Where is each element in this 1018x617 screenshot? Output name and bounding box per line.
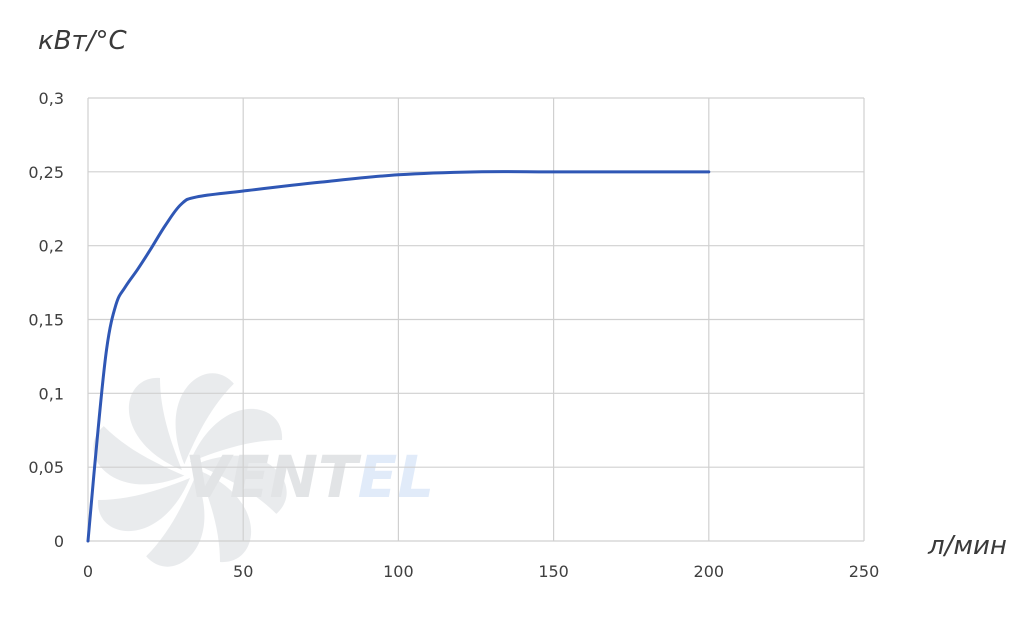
- x-tick-label: 250: [849, 562, 880, 581]
- watermark-text-accent: EL: [358, 443, 435, 511]
- x-axis-label: л/мин: [927, 531, 1007, 561]
- watermark-text-dark: VENT: [185, 443, 362, 511]
- y-axis-label: кВт/°С: [38, 26, 127, 56]
- tick-labels: 0 0,05 0,1 0,15 0,2 0,25 0,3 0 50 100 150 200 250: [28, 89, 879, 581]
- x-tick-label: 0: [83, 562, 93, 581]
- grid: [87, 97, 865, 542]
- fan-icon: [93, 373, 287, 567]
- x-tick-label: 200: [694, 562, 725, 581]
- x-tick-label: 150: [538, 562, 569, 581]
- y-tick-label: 0,05: [28, 458, 64, 477]
- y-tick-label: 0: [54, 532, 64, 551]
- series-line-1: [86, 170, 711, 543]
- series-layer: [86, 170, 711, 543]
- svg-text:VENTEL: VENTEL: [185, 443, 434, 511]
- y-tick-label: 0,2: [39, 237, 64, 256]
- watermark: VENTEL: [93, 373, 434, 567]
- x-tick-label: 100: [383, 562, 414, 581]
- y-tick-label: 0,1: [39, 384, 64, 403]
- y-tick-label: 0,15: [28, 311, 64, 330]
- y-tick-label: 0,3: [39, 89, 64, 108]
- x-tick-label: 50: [233, 562, 253, 581]
- y-tick-label: 0,25: [28, 163, 64, 182]
